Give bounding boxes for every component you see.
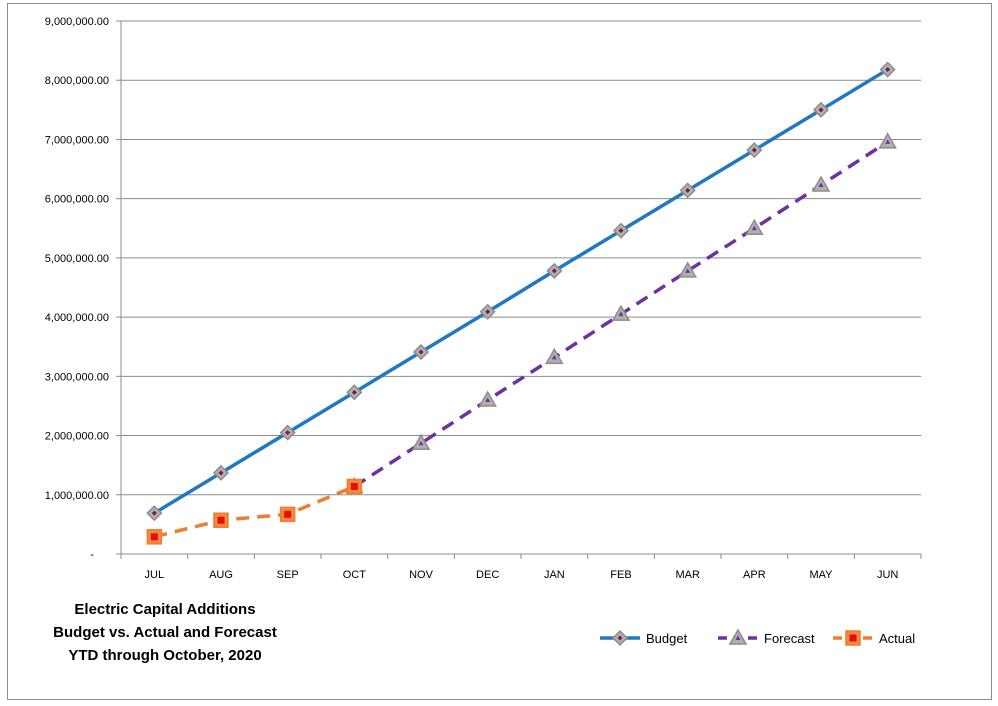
x-tick-label: APR bbox=[743, 569, 766, 581]
budget-point-center bbox=[351, 389, 357, 395]
forecast-point-center bbox=[751, 225, 757, 231]
legend-marker-forecast-center bbox=[735, 635, 741, 640]
y-tick-label: - bbox=[90, 549, 94, 561]
budget-point-center bbox=[751, 147, 757, 153]
legend-item-budget: Budget bbox=[600, 629, 688, 647]
title-line-2: Budget vs. Actual and Forecast bbox=[53, 624, 277, 641]
x-tick-label: FEB bbox=[610, 569, 631, 581]
x-tick-label: OCT bbox=[343, 569, 367, 581]
legend-label-forecast: Forecast bbox=[764, 631, 815, 646]
actual-point-center bbox=[284, 510, 292, 518]
x-tick-label: JAN bbox=[544, 569, 565, 581]
y-tick-label: 7,000,000.00 bbox=[45, 134, 109, 146]
forecast-point-center bbox=[485, 397, 491, 403]
y-tick-label: 3,000,000.00 bbox=[45, 371, 109, 383]
budget-point-center bbox=[285, 430, 291, 436]
chart-title: Electric Capital Additions Budget vs. Ac… bbox=[30, 598, 300, 667]
actual-point-center bbox=[150, 533, 158, 541]
legend-label-budget: Budget bbox=[646, 631, 688, 646]
chart-frame bbox=[7, 3, 992, 700]
y-tick-label: 9,000,000.00 bbox=[45, 16, 109, 28]
series-actual bbox=[146, 478, 363, 545]
title-line-1: Electric Capital Additions bbox=[74, 601, 256, 618]
x-tick-label: DEC bbox=[476, 569, 499, 581]
budget-point-center bbox=[418, 349, 424, 355]
budget-point-center bbox=[485, 309, 491, 315]
x-tick-label: MAY bbox=[809, 569, 833, 581]
y-tick-label: 6,000,000.00 bbox=[45, 194, 109, 206]
actual-point-center bbox=[350, 482, 358, 490]
y-tick-label: 8,000,000.00 bbox=[45, 75, 109, 87]
budget-point-center bbox=[885, 67, 891, 73]
legend-label-actual: Actual bbox=[879, 631, 915, 646]
forecast-point-center bbox=[418, 440, 424, 446]
forecast-point-center bbox=[885, 139, 891, 144]
actual-line bbox=[153, 484, 356, 539]
y-tick-label: 2,000,000.00 bbox=[45, 431, 109, 443]
y-tick-label: 4,000,000.00 bbox=[45, 312, 109, 324]
series-budget bbox=[146, 61, 896, 522]
budget-point-center bbox=[551, 268, 557, 274]
legend-item-forecast: Forecast bbox=[718, 628, 815, 646]
budget-point-center bbox=[218, 470, 224, 476]
legend: Budget Forecast Actual bbox=[600, 628, 915, 647]
legend-item-actual: Actual bbox=[833, 630, 915, 646]
y-tick-label: 5,000,000.00 bbox=[45, 253, 109, 265]
budget-line bbox=[153, 68, 889, 515]
forecast-point-center bbox=[818, 182, 824, 188]
x-tick-label: JUN bbox=[877, 569, 898, 581]
budget-point-center bbox=[151, 510, 157, 516]
budget-point-center bbox=[685, 187, 691, 193]
forecast-point-center bbox=[551, 354, 557, 360]
budget-point-center bbox=[818, 107, 824, 113]
y-tick-label: 1,000,000.00 bbox=[45, 490, 109, 502]
series-forecast bbox=[345, 132, 897, 494]
x-tick-label: AUG bbox=[209, 569, 233, 581]
x-tick-label: SEP bbox=[277, 569, 299, 581]
forecast-point-center bbox=[685, 268, 691, 273]
x-tick-label: NOV bbox=[409, 569, 434, 581]
legend-marker-actual-center bbox=[849, 634, 857, 642]
budget-point-center bbox=[618, 228, 624, 234]
legend-marker-budget-center bbox=[617, 635, 623, 641]
actual-point-center bbox=[217, 516, 225, 524]
x-tick-label: JUL bbox=[145, 569, 165, 581]
forecast-point-center bbox=[618, 311, 624, 317]
title-line-3: YTD through October, 2020 bbox=[68, 647, 262, 664]
x-tick-label: MAR bbox=[675, 569, 700, 581]
